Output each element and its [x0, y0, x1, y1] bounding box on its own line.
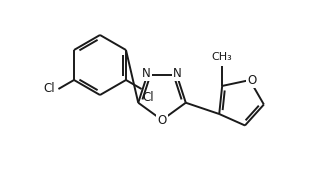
Text: N: N — [173, 67, 182, 80]
Text: O: O — [157, 115, 167, 128]
Text: Cl: Cl — [44, 82, 55, 96]
Text: CH₃: CH₃ — [212, 52, 233, 62]
Text: Cl: Cl — [143, 91, 154, 104]
Text: O: O — [247, 74, 256, 87]
Text: N: N — [142, 67, 151, 80]
